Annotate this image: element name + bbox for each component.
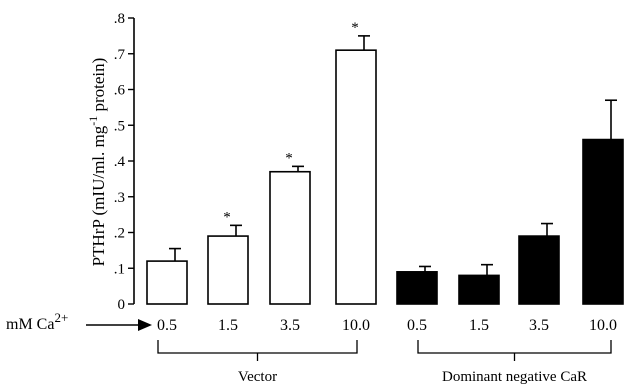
- y-tick-label: .3: [114, 190, 125, 206]
- x-axis-prefix: mM Ca2+: [6, 310, 152, 333]
- x-tick-label: 10.0: [589, 317, 617, 334]
- x-tick-label: 3.5: [529, 317, 549, 334]
- x-axis-labels: 0.5 1.5 3.5 10.0 0.5 1.5 3.5 10.0: [157, 317, 617, 334]
- bar: [518, 235, 560, 305]
- arrow-head: [138, 319, 152, 331]
- y-axis-title: PTHrP (mIU/ml. mg-1 protein): [86, 58, 108, 267]
- x-tick-label: 3.5: [280, 317, 300, 334]
- group-label: Vector: [238, 369, 277, 385]
- y-tick-label: .5: [114, 118, 125, 134]
- x-tick-label: 1.5: [218, 317, 238, 334]
- x-axis-prefix-label: mM Ca2+: [6, 310, 68, 333]
- bar: [146, 260, 188, 305]
- x-tick-label: 10.0: [342, 317, 370, 334]
- group-bracket: [157, 340, 358, 354]
- significance-asterisk: *: [351, 20, 359, 36]
- group-bracket: [417, 340, 612, 354]
- group-label: Dominant negative CaR: [442, 369, 587, 385]
- y-tick-label: .1: [114, 261, 125, 277]
- bar: [458, 274, 500, 305]
- bar: [396, 271, 438, 305]
- y-tick-label: 0: [118, 297, 126, 313]
- bar: [582, 138, 624, 305]
- bar: [335, 49, 377, 305]
- y-tick-label: .2: [114, 226, 125, 242]
- bar: [269, 170, 311, 305]
- group-brackets: Vector Dominant negative CaR: [157, 340, 612, 385]
- bars-layer: * * *: [146, 20, 624, 305]
- significance-asterisk: *: [223, 209, 231, 225]
- y-axis-title: PTHrP (mIU/ml. mg-1 protein): [86, 58, 108, 267]
- x-tick-label: 0.5: [157, 317, 177, 334]
- y-tick-label: .6: [114, 83, 126, 99]
- x-tick-label: 0.5: [407, 317, 427, 334]
- significance-asterisk: *: [285, 150, 293, 166]
- y-tick-label: .8: [114, 11, 125, 27]
- x-tick-label: 1.5: [469, 317, 489, 334]
- y-axis: 0 .1 .2 .3 .4 .5 .6 .7 .8: [114, 11, 135, 313]
- y-tick-label: .7: [114, 47, 126, 63]
- y-tick-label: .4: [114, 154, 126, 170]
- bar: [207, 235, 249, 305]
